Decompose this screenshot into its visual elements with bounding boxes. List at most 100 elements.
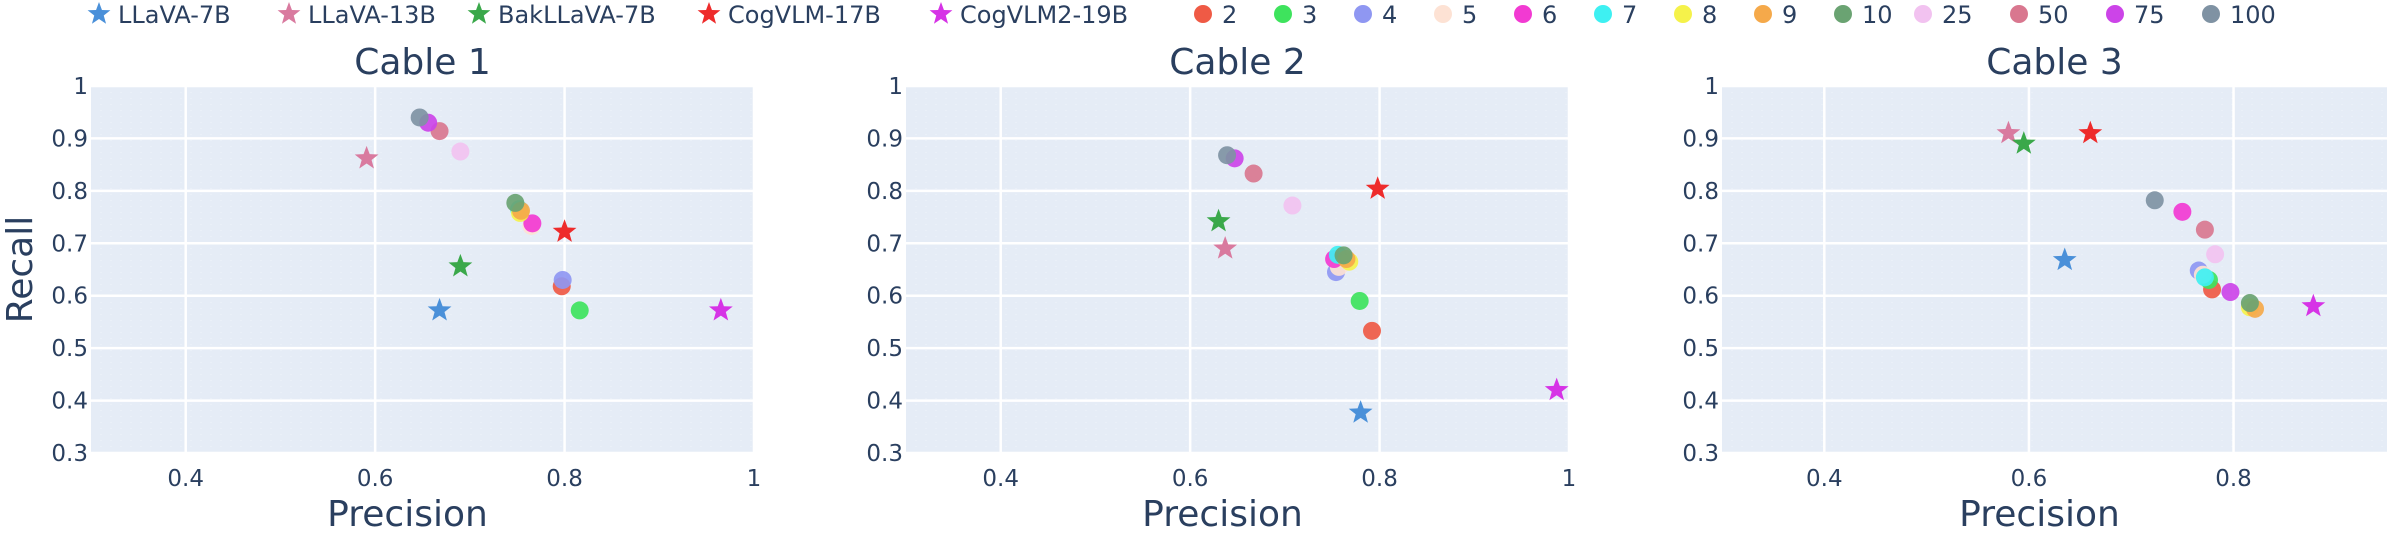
y-tick-label: 0.9 — [866, 126, 903, 152]
data-point-circle-100[interactable] — [2145, 191, 2164, 210]
data-point-star-cogvlm2-19b[interactable] — [2301, 293, 2326, 317]
data-point-circle-50[interactable] — [1244, 164, 1263, 183]
data-point-star-cogvlm2-19b[interactable] — [1544, 377, 1569, 401]
legend-label: 6 — [1542, 1, 1558, 29]
legend-star-marker — [467, 2, 491, 24]
legend-circle-marker — [1754, 5, 1772, 23]
legend-label: 25 — [1942, 1, 1973, 29]
legend-label: 50 — [2038, 1, 2069, 29]
data-point-star-bakllava-7b[interactable] — [448, 253, 473, 277]
legend-circle-marker — [1514, 5, 1532, 23]
x-tick-label: 0.8 — [1361, 466, 1398, 492]
y-axis-label: Recall — [0, 216, 41, 323]
data-point-star-llava-13b[interactable] — [1996, 120, 2021, 144]
plot-background — [1722, 86, 2387, 453]
legend-circle-marker — [1194, 5, 1212, 23]
legend-label: LLaVA-13B — [308, 1, 436, 29]
x-axis-label: Precision — [1142, 494, 1303, 535]
data-point-circle-75[interactable] — [2221, 283, 2240, 302]
plot-background — [906, 86, 1569, 453]
legend-label: 5 — [1462, 1, 1478, 29]
data-point-star-llava-13b[interactable] — [1213, 236, 1238, 259]
y-tick-label: 0.4 — [1682, 389, 1719, 415]
data-point-circle-10[interactable] — [506, 193, 525, 212]
x-axis-label: Precision — [327, 494, 488, 535]
data-point-circle-10[interactable] — [1334, 246, 1353, 265]
x-tick-label: 0.6 — [1172, 466, 1209, 492]
data-point-circle-25[interactable] — [451, 142, 470, 161]
legend-label: BakLLaVA-7B — [498, 1, 656, 29]
legend-label: 10 — [1862, 1, 1893, 29]
legend-circle-marker — [1834, 5, 1852, 23]
y-tick-label: 0.9 — [1682, 126, 1719, 152]
legend-label: 3 — [1302, 1, 1318, 29]
y-tick-label: 0.7 — [1682, 231, 1719, 257]
y-tick-label: 1 — [1704, 74, 1719, 100]
y-tick-label: 0.6 — [51, 284, 88, 310]
y-tick-label: 1 — [73, 74, 88, 100]
y-tick-label: 0.3 — [866, 441, 903, 467]
data-point-circle-100[interactable] — [1218, 146, 1237, 165]
legend-star-marker — [929, 2, 953, 24]
y-tick-label: 0.5 — [51, 336, 88, 362]
legend-circle-marker — [2010, 5, 2028, 23]
y-tick-label: 0.8 — [866, 179, 903, 205]
legend-label: LLaVA-7B — [118, 1, 231, 29]
legend-label: 100 — [2230, 1, 2276, 29]
legend-label: CogVLM2-19B — [960, 1, 1129, 29]
y-tick-label: 0.6 — [866, 284, 903, 310]
y-tick-label: 0.4 — [866, 389, 903, 415]
legend-circle-marker — [1674, 5, 1692, 23]
y-tick-label: 0.8 — [51, 179, 88, 205]
data-point-star-llava-13b[interactable] — [354, 145, 379, 169]
data-point-circle-100[interactable] — [410, 108, 429, 127]
data-point-circle-25[interactable] — [2206, 245, 2225, 264]
y-tick-label: 0.9 — [51, 126, 88, 152]
data-point-circle-50[interactable] — [2195, 220, 2214, 239]
chart-title: Cable 1 — [354, 42, 491, 83]
y-tick-label: 0.5 — [866, 336, 903, 362]
x-tick-label: 0.6 — [357, 466, 394, 492]
legend-star-marker — [277, 2, 301, 24]
x-tick-label: 0.8 — [546, 466, 583, 492]
chart-title: Cable 2 — [1169, 42, 1306, 83]
data-point-star-cogvlm-17b[interactable] — [2078, 120, 2103, 144]
data-point-star-cogvlm-17b[interactable] — [1365, 176, 1390, 199]
data-point-star-bakllava-7b[interactable] — [2011, 131, 2036, 154]
data-point-circle-3[interactable] — [570, 301, 589, 320]
legend-circle-marker — [1354, 5, 1372, 23]
x-tick-label: 0.6 — [2011, 466, 2048, 492]
data-point-circle-2[interactable] — [1362, 321, 1381, 340]
y-tick-label: 0.5 — [1682, 336, 1719, 362]
data-point-circle-6[interactable] — [2173, 202, 2192, 221]
data-point-circle-3[interactable] — [1350, 291, 1369, 310]
chart-title: Cable 3 — [1986, 42, 2123, 83]
y-tick-label: 0.3 — [51, 441, 88, 467]
legend-circle-marker — [2106, 5, 2124, 23]
data-point-circle-25[interactable] — [1283, 196, 1302, 215]
legend-circle-marker — [1914, 5, 1932, 23]
data-point-star-cogvlm-17b[interactable] — [552, 219, 577, 242]
chart-panel: 0.3 0.4 0.5 0.6 0.7 0.8 0.9 1 0.4 0.6 0.8 1 Cable 1 P… — [0, 42, 761, 535]
data-point-circle-7[interactable] — [2195, 268, 2214, 287]
legend-label: 7 — [1622, 1, 1638, 29]
data-point-star-llava-7b[interactable] — [1348, 400, 1373, 423]
legend-label: 75 — [2134, 1, 2165, 29]
y-tick-label: 0.6 — [1682, 284, 1719, 310]
y-tick-label: 1 — [888, 74, 903, 100]
x-tick-label: 0.4 — [167, 466, 204, 492]
data-point-circle-4[interactable] — [553, 270, 572, 289]
legend-star-marker — [87, 2, 111, 24]
y-tick-label: 0.8 — [1682, 179, 1719, 205]
legend-label: 9 — [1782, 1, 1798, 29]
data-point-star-llava-7b[interactable] — [2052, 247, 2077, 271]
data-point-circle-10[interactable] — [2240, 294, 2259, 313]
data-point-circle-6[interactable] — [523, 214, 542, 233]
data-point-star-llava-7b[interactable] — [427, 297, 452, 321]
chart-panel: 0.3 0.4 0.5 0.6 0.7 0.8 0.9 1 0.4 0.6 0.8 Cable 3 Pr… — [1682, 42, 2387, 535]
plot-background — [91, 86, 754, 453]
data-point-star-cogvlm2-19b[interactable] — [708, 297, 733, 321]
legend: LLaVA-7B LLaVA-13B BakLLaVA-7B CogVLM-17B Co… — [0, 0, 2392, 32]
data-point-star-bakllava-7b[interactable] — [1206, 208, 1231, 232]
legend-circle-marker — [1274, 5, 1292, 23]
